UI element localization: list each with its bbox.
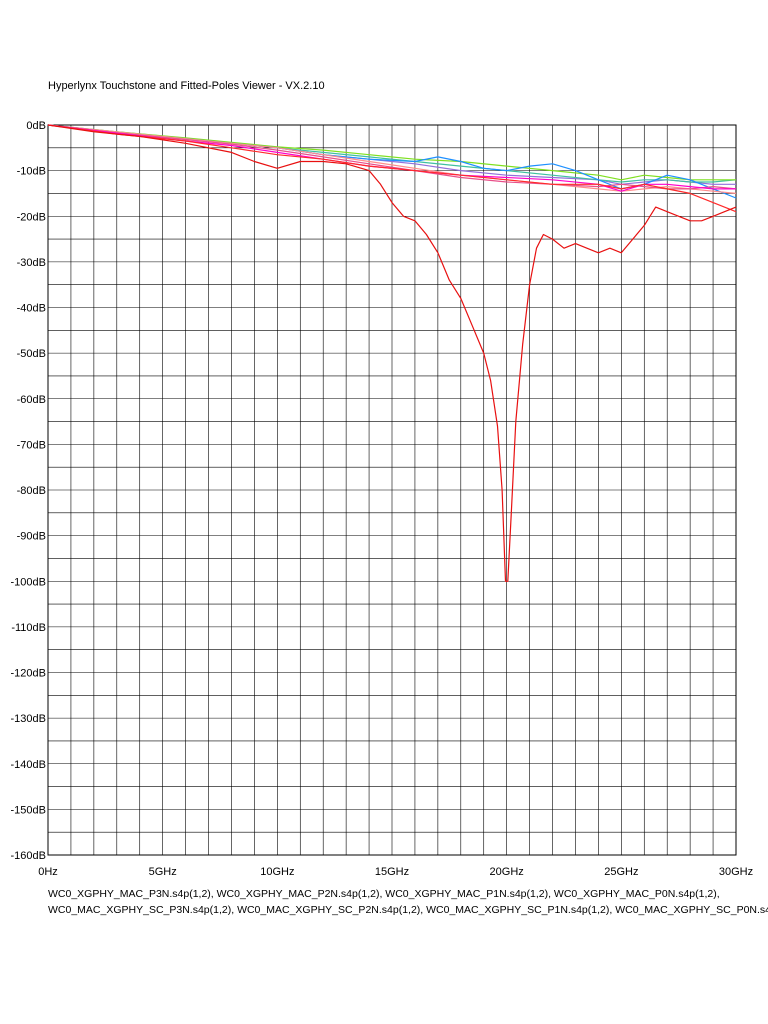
app-title: Hyperlynx Touchstone and Fitted-Poles Vi… [48, 80, 325, 92]
y-tick-label: -90dB [17, 531, 46, 543]
grid-lines [48, 125, 736, 855]
x-tick-label: 0Hz [38, 866, 58, 878]
y-tick-label: -10dB [17, 166, 46, 178]
x-axis-tick-labels: 0Hz 5GHz 10GHz 15GHz 20GHz 25GHz 30GHz [38, 866, 753, 878]
line-chart: 0Hz 5GHz 10GHz 15GHz 20GHz 25GHz 30GHz 0dB -10d… [11, 120, 754, 878]
series-line-7 [47, 124, 736, 181]
y-tick-label: -60dB [17, 394, 46, 406]
x-tick-label: 20GHz [490, 866, 524, 878]
x-tick-label: 25GHz [604, 866, 638, 878]
x-tick-label: 10GHz [260, 866, 294, 878]
legend-line-2: WC0_MAC_XGPHY_SC_P3N.s4p(1,2), WC0_MAC_X… [48, 904, 768, 916]
y-tick-label: -140dB [11, 759, 46, 771]
x-tick-label: 5GHz [149, 866, 177, 878]
y-tick-label: -150dB [11, 804, 46, 816]
legend: WC0_XGPHY_MAC_P3N.s4p(1,2), WC0_XGPHY_MA… [48, 886, 768, 918]
y-tick-label: -30dB [17, 257, 46, 269]
y-tick-label: -70dB [17, 439, 46, 451]
series-line-1 [47, 124, 737, 582]
y-tick-label: -80dB [17, 485, 46, 497]
y-tick-label: -130dB [11, 713, 46, 725]
x-tick-label: 15GHz [375, 866, 409, 878]
series-line-3 [47, 124, 736, 192]
series-line-4 [47, 124, 737, 190]
series-group [47, 124, 737, 582]
series-line-2 [47, 124, 737, 213]
y-tick-label: -40dB [17, 303, 46, 315]
y-tick-label: -120dB [11, 668, 46, 680]
x-tick-label: 30GHz [719, 866, 753, 878]
y-tick-label: -20dB [17, 211, 46, 223]
y-tick-label: 0dB [26, 120, 46, 132]
y-tick-label: -110dB [11, 622, 46, 634]
y-tick-label: -100dB [11, 576, 46, 588]
y-tick-label: -50dB [17, 348, 46, 360]
legend-line-1: WC0_XGPHY_MAC_P3N.s4p(1,2), WC0_XGPHY_MA… [48, 888, 720, 900]
y-axis-tick-labels: 0dB -10dB -20dB -30dB -40dB -50dB -60dB -70dB -8… [11, 120, 46, 862]
y-tick-label: -160dB [11, 850, 46, 862]
